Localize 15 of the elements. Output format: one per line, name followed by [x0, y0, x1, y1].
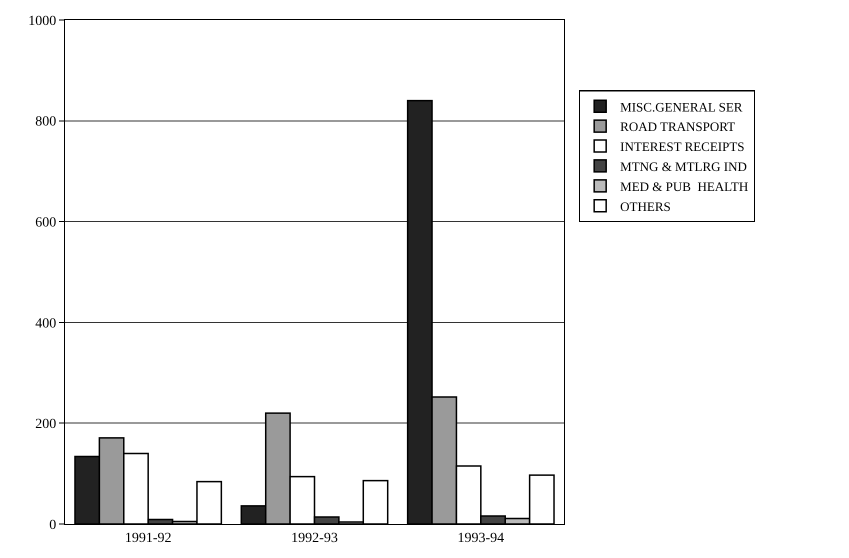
- y-tick-label: 0: [49, 518, 56, 533]
- x-tick-label: 1991-92: [124, 530, 172, 546]
- y-tick-label: 1000: [28, 14, 56, 29]
- legend-label: MTNG & MTLRG IND: [620, 159, 747, 174]
- x-tick-label: 1993-94: [457, 530, 504, 546]
- legend-label: MED & PUB HEALTH: [620, 178, 748, 194]
- legend-label: MISC.GENERAL SER: [620, 99, 743, 114]
- legend-label: INTEREST RECEIPTS: [620, 139, 745, 154]
- y-tick-label: 800: [35, 114, 56, 130]
- legend-label: ROAD TRANSPORT: [620, 119, 736, 134]
- legend-label: OTHERS: [620, 198, 671, 214]
- y-tick-label: 200: [35, 417, 56, 432]
- y-tick-label: 600: [35, 216, 56, 230]
- y-tick-label: 400: [35, 316, 56, 332]
- x-tick-label: 1992-93: [291, 530, 338, 546]
